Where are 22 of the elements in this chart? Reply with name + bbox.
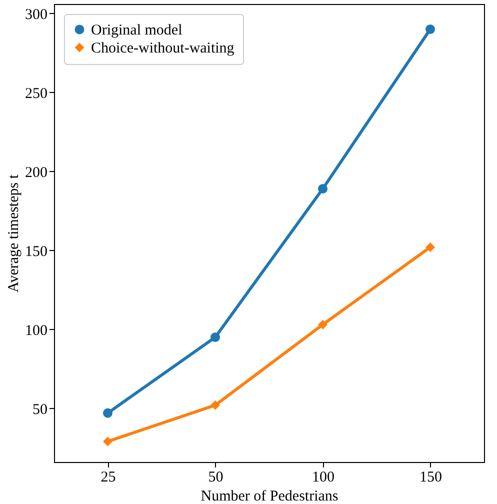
y-tick-label: 100 <box>25 322 48 339</box>
y-tick-label: 300 <box>25 6 48 23</box>
point <box>318 184 328 194</box>
legend-label: Choice-without-waiting <box>91 40 235 56</box>
y-tick-label: 150 <box>25 244 48 260</box>
x-axis-title: Number of Pedestrians <box>200 488 338 504</box>
y-tick-label: 250 <box>25 86 48 102</box>
point <box>426 242 435 252</box>
x-tick-label: 25 <box>100 470 116 486</box>
x-tick-label: 150 <box>420 470 442 486</box>
point <box>210 332 220 342</box>
x-tick-label: 100 <box>312 470 334 486</box>
point <box>210 400 220 410</box>
point <box>103 408 112 418</box>
point <box>103 436 112 446</box>
y-axis-title: Average timesteps t <box>6 174 22 293</box>
point <box>426 24 435 34</box>
point <box>318 320 328 330</box>
y-tick-label: 50 <box>32 402 48 418</box>
legend-label: Original model <box>91 22 182 38</box>
y-tick-label: 200 <box>25 164 48 181</box>
x-tick-label: 50 <box>208 470 224 486</box>
